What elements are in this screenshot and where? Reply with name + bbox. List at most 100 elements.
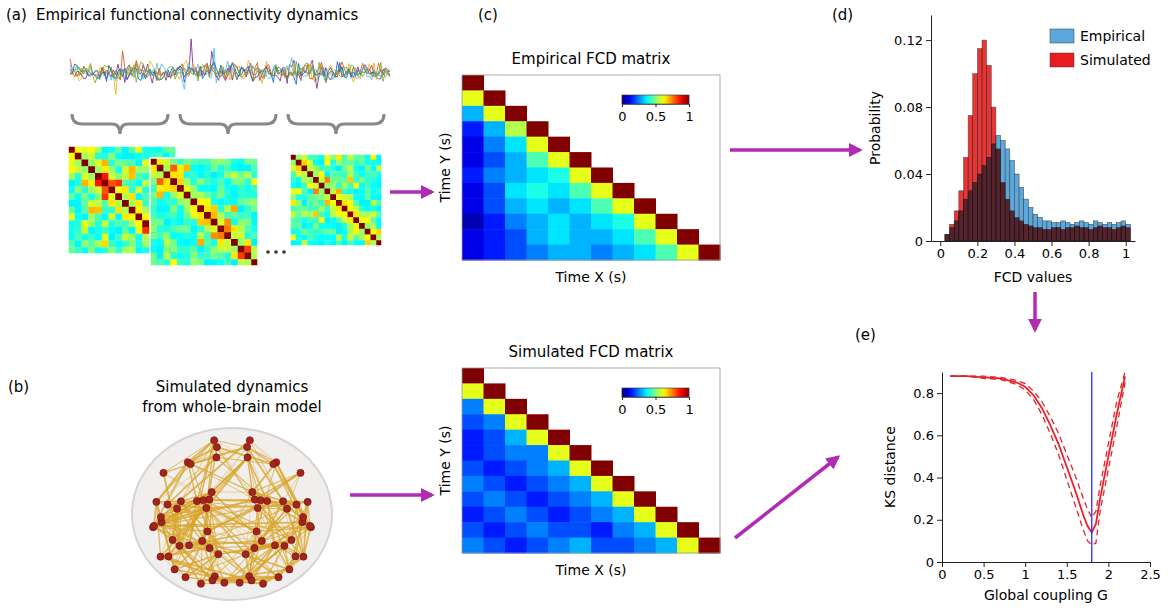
fc-cell	[75, 193, 82, 200]
tick-mark	[926, 241, 931, 242]
bar	[1052, 223, 1057, 241]
fc-cell	[109, 160, 116, 167]
tick-label: 0.2	[968, 246, 989, 261]
brain-edge	[255, 499, 292, 539]
fc-cell	[218, 212, 225, 219]
brain-edge	[212, 492, 262, 541]
fc-cell	[177, 246, 184, 253]
fc-cell	[157, 185, 164, 192]
tick: 0	[937, 241, 945, 261]
fc-cell	[325, 212, 331, 218]
fc-cell	[231, 212, 238, 219]
fc-cell	[177, 205, 184, 212]
fcd-cell	[505, 106, 527, 122]
fc-cell	[197, 178, 204, 185]
fc-cell	[157, 192, 164, 199]
fcd-cell	[484, 137, 506, 153]
fc-cell	[170, 259, 177, 266]
fc-cell	[307, 229, 313, 235]
bar	[1028, 208, 1033, 241]
brain-node	[206, 496, 213, 503]
fc-cell	[218, 172, 225, 179]
fc-cell	[102, 153, 109, 160]
brain-node	[157, 513, 164, 520]
bar	[977, 48, 982, 241]
fc-cell	[342, 183, 348, 189]
fc-cell	[348, 212, 354, 218]
fc-cell	[348, 235, 354, 241]
fc-cell	[342, 160, 348, 166]
brain-node	[177, 498, 184, 505]
fc-cell	[109, 166, 116, 173]
bar	[1056, 228, 1061, 241]
fc-cell	[142, 146, 149, 153]
fc-cell	[184, 253, 191, 260]
fc-cell	[319, 171, 325, 177]
tick: 0.5	[974, 562, 995, 582]
fc-cell	[313, 166, 319, 172]
fc-cell	[95, 241, 102, 248]
brain-node	[244, 454, 251, 461]
fc-cell	[170, 165, 177, 172]
tick-label: 1	[685, 109, 693, 124]
fc-cell	[177, 192, 184, 199]
fc-cell	[325, 177, 331, 183]
fc-cell	[95, 187, 102, 194]
fc-cell	[307, 206, 313, 212]
fc-cell	[325, 229, 331, 235]
fc-cell	[177, 158, 184, 165]
fc-cell	[330, 171, 336, 177]
fc-cell	[102, 187, 109, 194]
bar	[1075, 226, 1080, 241]
figure: (a)Empirical functional connectivity dyn…	[0, 0, 1174, 612]
fc-cell	[224, 246, 231, 253]
fc-cell	[231, 192, 238, 199]
fc-cell	[330, 166, 336, 172]
fc-cell	[251, 172, 258, 179]
fc-cell	[224, 158, 231, 165]
fc-cell	[319, 166, 325, 172]
tick-mark	[926, 107, 931, 108]
fc-cell	[336, 189, 342, 195]
fc-cell	[164, 226, 171, 233]
fcd-cell	[462, 229, 484, 245]
fc-cell	[365, 206, 371, 212]
fc-cell	[290, 212, 296, 218]
axis: 00.511.522.5	[938, 562, 1160, 582]
fc-cell	[177, 259, 184, 266]
brain-edge	[246, 505, 297, 555]
fc-cell	[75, 247, 82, 254]
brain-node	[187, 461, 194, 468]
fc-cell	[211, 226, 218, 233]
brain-edge	[246, 526, 310, 554]
fc-cell	[204, 178, 211, 185]
fc-cell	[164, 199, 171, 206]
fc-cell	[245, 158, 252, 165]
fc-cell	[319, 229, 325, 235]
fcd-cell	[505, 183, 527, 199]
bar	[1126, 228, 1131, 241]
fcd-cell	[634, 198, 656, 214]
fcd-cell	[570, 476, 592, 492]
fc-cell	[82, 193, 89, 200]
fc-cell	[238, 239, 245, 246]
fc-cell	[342, 177, 348, 183]
fc-cell	[122, 180, 129, 187]
fc-cell	[342, 212, 348, 218]
fc-cell	[68, 160, 75, 167]
bar	[1098, 223, 1103, 241]
fc-cell	[231, 172, 238, 179]
fc-cell	[164, 172, 171, 179]
fc-cell	[197, 158, 204, 165]
arrow	[735, 457, 838, 538]
brace	[288, 114, 384, 134]
fc-cell	[211, 239, 218, 246]
fc-cell	[224, 205, 231, 212]
fcd-cell	[462, 522, 484, 538]
bar	[1033, 228, 1038, 241]
fc-cell	[251, 199, 258, 206]
fc-cell	[319, 160, 325, 166]
fc-cell	[251, 246, 258, 253]
fc-cell	[75, 180, 82, 187]
fc-cell	[251, 185, 258, 192]
